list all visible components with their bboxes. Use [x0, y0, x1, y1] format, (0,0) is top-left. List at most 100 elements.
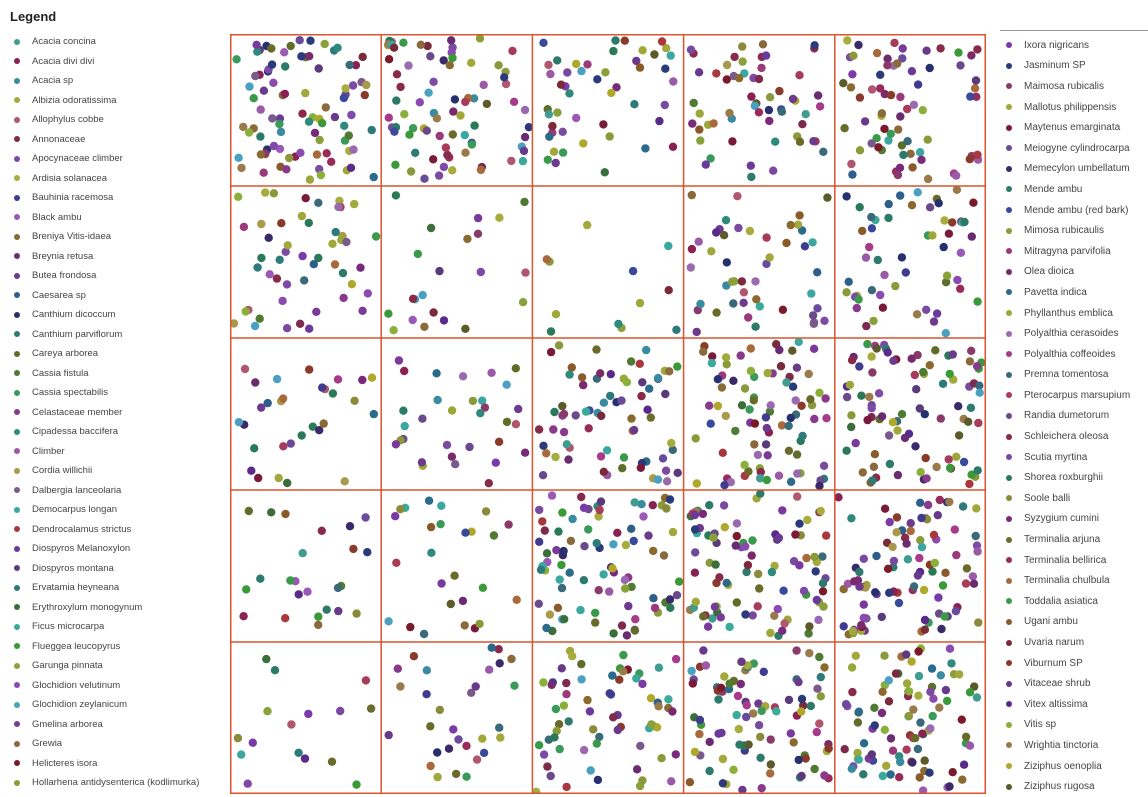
scatter-point: [766, 735, 775, 744]
scatter-point: [884, 199, 893, 209]
scatter-point: [884, 676, 893, 685]
scatter-point: [695, 729, 704, 739]
scatter-point: [650, 50, 659, 59]
scatter-point: [596, 452, 606, 461]
scatter-point: [962, 564, 972, 573]
scatter-point: [941, 568, 950, 577]
legend-item: Soole balli: [1006, 488, 1130, 509]
scatter-point: [281, 509, 290, 519]
scatter-point: [935, 495, 944, 505]
scatter-point: [754, 699, 763, 708]
scatter-point: [777, 421, 787, 430]
scatter-point: [501, 79, 511, 89]
scatter-point: [433, 395, 442, 405]
legend-swatch: [14, 643, 20, 650]
scatter-point: [885, 588, 894, 597]
legend-swatch: [1006, 454, 1012, 461]
scatter-point: [285, 153, 294, 163]
scatter-point: [467, 140, 477, 149]
scatter-point: [926, 687, 935, 696]
legend-item: Memecylon umbellatum: [1006, 159, 1130, 180]
scatter-point: [720, 672, 729, 681]
scatter-point: [664, 286, 673, 295]
scatter-point: [940, 612, 949, 621]
scatter-point: [339, 293, 348, 303]
legend-label: Flueggea leucopyrus: [32, 640, 121, 652]
scatter-point: [961, 732, 971, 741]
legend-item: Terminalia bellirica: [1006, 550, 1130, 571]
scatter-point: [810, 764, 819, 774]
scatter-point: [314, 612, 323, 621]
scatter-point: [413, 249, 422, 259]
scatter-point: [462, 741, 471, 751]
scatter-point: [793, 220, 803, 229]
scatter-point: [609, 713, 618, 722]
scatter-point: [911, 442, 920, 451]
scatter-point: [746, 344, 755, 353]
scatter-point: [815, 719, 824, 728]
scatter-point: [869, 462, 879, 471]
scatter-point: [562, 690, 571, 699]
scatter-point: [859, 554, 868, 563]
legend-swatch: [1006, 165, 1012, 172]
scatter-point: [318, 119, 327, 128]
scatter-point: [928, 231, 937, 240]
scatter-point: [815, 481, 824, 491]
scatter-point: [956, 284, 965, 293]
scatter-point: [502, 380, 511, 389]
scatter-point: [811, 567, 820, 576]
scatter-point: [907, 201, 917, 210]
scatter-point: [819, 461, 829, 470]
scatter-point: [393, 664, 402, 673]
legend-label: Randia dumetorum: [1024, 410, 1110, 422]
scatter-point: [883, 348, 892, 357]
legend-swatch: [14, 272, 20, 279]
scatter-point: [662, 504, 671, 513]
legend-item: Acacia sp: [14, 71, 199, 91]
scatter-point: [435, 131, 444, 141]
scatter-point: [855, 362, 864, 371]
legend-label: Cipadessa baccifera: [32, 426, 119, 438]
scatter-point: [632, 674, 641, 683]
legend-item: Acacia divi divi: [14, 52, 199, 72]
legend-label: Glochidion velutinum: [32, 679, 121, 691]
scatter-point: [909, 582, 919, 591]
scatter-point: [756, 753, 765, 762]
scatter-point: [777, 107, 787, 116]
legend-item: Schleichera oleosa: [1006, 426, 1130, 447]
scatter-point: [564, 717, 573, 726]
scatter-point: [447, 36, 456, 45]
scatter-point: [786, 477, 796, 486]
scatter-point: [237, 750, 246, 759]
scatter-point: [579, 139, 588, 148]
legend-item: Albizia odoratissima: [14, 91, 199, 111]
scatter-point: [973, 150, 982, 159]
scatter-point: [649, 546, 658, 556]
scatter-point: [849, 51, 858, 60]
scatter-point: [234, 192, 243, 201]
scatter-point: [502, 417, 512, 427]
scatter-point: [975, 381, 984, 390]
legend-item: Butea frondosa: [14, 266, 199, 286]
scatter-point: [847, 159, 856, 169]
scatter-point: [792, 646, 801, 655]
legend-label: Cassia fistula: [32, 367, 89, 379]
scatter-point: [897, 410, 907, 419]
scatter-point: [914, 647, 923, 656]
scatter-point: [390, 127, 399, 136]
scatter-point: [319, 419, 328, 428]
scatter-point: [967, 346, 976, 355]
scatter-point: [784, 421, 793, 431]
scatter-point: [889, 356, 898, 365]
legend-swatch: [1006, 515, 1012, 522]
scatter-point: [606, 391, 615, 401]
legend-item: Ugani ambu: [1006, 612, 1130, 633]
scatter-point: [626, 357, 636, 366]
scatter-point: [942, 696, 952, 706]
legend-item: Cipadessa baccifera: [14, 422, 199, 442]
scatter-point: [972, 693, 982, 702]
scatter-point: [295, 319, 305, 328]
scatter-point: [363, 548, 372, 557]
legend-swatch: [14, 721, 20, 728]
scatter-point: [795, 519, 804, 528]
